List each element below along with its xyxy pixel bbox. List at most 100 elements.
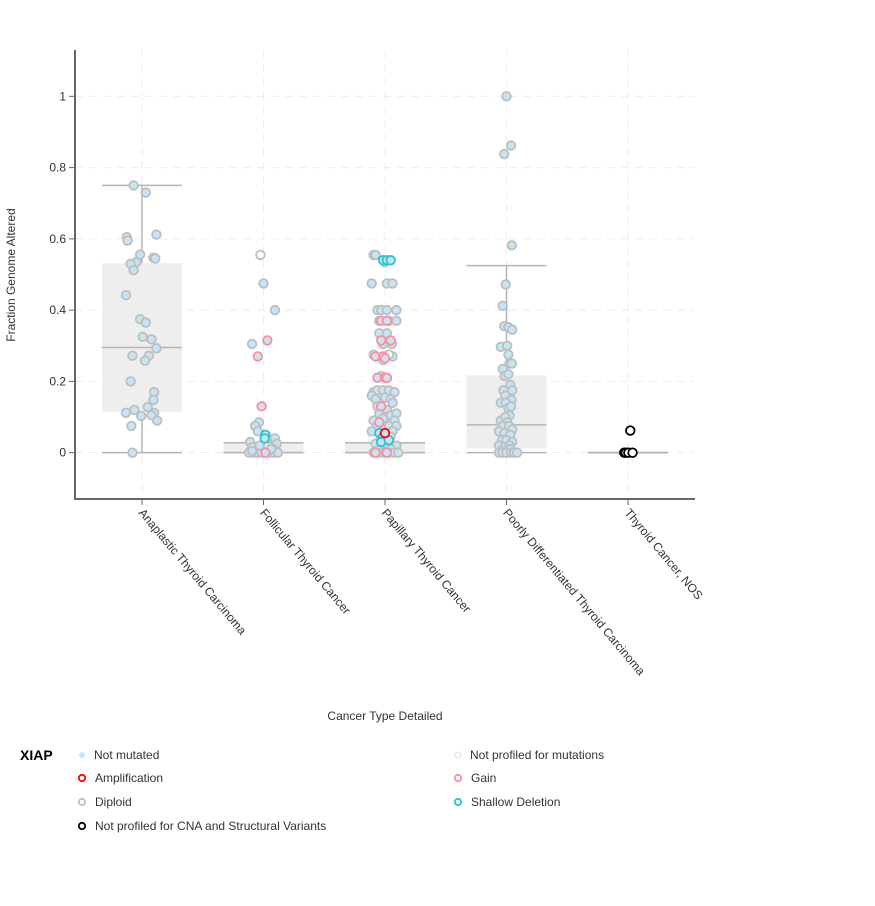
data-point[interactable] [269, 304, 281, 316]
legend-item-diploid[interactable]: Diploid [77, 795, 132, 809]
series-amp [379, 427, 391, 439]
data-point[interactable] [127, 350, 138, 361]
data-point[interactable] [151, 343, 162, 354]
x-tick-label: Poorly Differentiated Thyroid Carcinoma [500, 506, 648, 678]
data-point[interactable] [497, 300, 508, 312]
x-tick-label: Anaplastic Thyroid Carcinoma [136, 506, 250, 638]
gain-marker-icon [453, 773, 463, 783]
y-tick-label: 0.8 [49, 161, 66, 175]
data-point[interactable] [136, 410, 147, 422]
legend-label: Gain [471, 771, 497, 785]
data-point[interactable] [256, 401, 267, 412]
data-point[interactable] [128, 265, 139, 276]
data-point[interactable] [502, 340, 513, 351]
data-point[interactable] [511, 447, 523, 458]
data-point[interactable] [125, 376, 136, 387]
data-point[interactable] [137, 331, 148, 343]
series-npcna [619, 425, 638, 458]
data-point[interactable] [127, 447, 138, 458]
data-point[interactable] [507, 324, 518, 335]
data-point[interactable] [501, 91, 512, 102]
legend-label: Amplification [95, 771, 164, 785]
x-tick-label: Papillary Thyroid Cancer [379, 506, 474, 615]
data-point[interactable] [376, 335, 387, 346]
data-point[interactable] [246, 338, 258, 350]
data-point[interactable] [151, 415, 163, 426]
data-point[interactable] [366, 278, 377, 289]
y-ticks: 0 0.2 0.4 0.6 0.8 1 [49, 89, 75, 460]
data-point[interactable] [146, 334, 157, 345]
data-point[interactable] [505, 401, 517, 412]
data-point[interactable] [262, 335, 273, 346]
data-point[interactable] [122, 235, 133, 246]
legend-label: Not profiled for mutations [470, 748, 605, 762]
series-gain [252, 315, 396, 458]
data-point[interactable] [142, 401, 153, 413]
data-point[interactable] [120, 407, 132, 418]
legend-item-not-profiled-mutations[interactable]: Not profiled for mutations [454, 748, 604, 762]
data-point[interactable] [260, 447, 271, 458]
data-point[interactable] [140, 187, 152, 198]
data-point[interactable] [379, 353, 391, 364]
data-point[interactable] [140, 317, 152, 328]
data-point[interactable] [381, 315, 393, 327]
data-point[interactable] [128, 180, 139, 191]
data-point[interactable] [506, 358, 518, 369]
data-point[interactable] [385, 335, 396, 346]
data-point[interactable] [503, 369, 514, 380]
data-point[interactable] [625, 425, 636, 436]
series-npm [255, 249, 395, 360]
legend-label: Not mutated [94, 748, 160, 762]
legend-item-shallow-deletion[interactable]: Shallow Deletion [453, 795, 560, 809]
data-point[interactable] [385, 255, 396, 266]
data-point[interactable] [374, 417, 385, 428]
data-point[interactable] [393, 447, 404, 458]
data-point[interactable] [507, 385, 518, 396]
data-points [120, 91, 638, 458]
y-axis-title: Fraction Genome Altered [4, 208, 18, 341]
legend-title: XIAP [20, 747, 53, 763]
data-point[interactable] [370, 447, 381, 458]
data-point[interactable] [246, 445, 258, 457]
y-tick-label: 0.6 [49, 232, 66, 246]
data-point[interactable] [503, 349, 514, 360]
legend-item-not-profiled-cna[interactable]: Not profiled for CNA and Structural Vari… [77, 819, 326, 833]
data-point[interactable] [627, 447, 638, 458]
diploid-marker-icon [77, 797, 87, 807]
data-point[interactable] [381, 304, 393, 316]
data-point[interactable] [500, 279, 511, 290]
x-ticks: Anaplastic Thyroid Carcinoma Follicular T… [136, 499, 706, 678]
data-point[interactable] [499, 148, 510, 160]
data-point[interactable] [376, 401, 387, 412]
data-point[interactable] [258, 278, 269, 289]
data-point[interactable] [139, 355, 151, 366]
data-point[interactable] [391, 315, 402, 327]
legend-item-amplification[interactable]: Amplification [77, 771, 163, 785]
legend-label: Not profiled for CNA and Structural Vari… [95, 819, 327, 833]
data-point[interactable] [259, 433, 270, 444]
data-point[interactable] [381, 372, 393, 384]
data-point[interactable] [254, 440, 265, 451]
data-point[interactable] [252, 351, 263, 362]
shallow-deletion-marker-icon [453, 797, 463, 807]
data-point[interactable] [370, 249, 381, 261]
not-mutated-marker-icon [79, 752, 85, 758]
data-point[interactable] [379, 427, 391, 439]
y-tick-label: 0.4 [49, 303, 66, 317]
legend-item-not-mutated[interactable]: Not mutated [78, 748, 159, 762]
not-profiled-mutations-marker-icon [454, 751, 462, 759]
data-point[interactable] [150, 253, 161, 264]
data-point[interactable] [391, 304, 402, 316]
data-point[interactable] [151, 229, 162, 240]
data-point[interactable] [506, 240, 518, 251]
series-shallow [259, 255, 396, 448]
data-point[interactable] [387, 278, 398, 289]
data-point[interactable] [255, 249, 266, 261]
data-point[interactable] [505, 140, 517, 151]
legend-item-gain[interactable]: Gain [453, 771, 496, 785]
data-point[interactable] [120, 289, 132, 301]
data-point[interactable] [387, 397, 398, 408]
data-point[interactable] [381, 447, 393, 458]
data-point[interactable] [148, 394, 159, 406]
data-point[interactable] [126, 420, 137, 432]
